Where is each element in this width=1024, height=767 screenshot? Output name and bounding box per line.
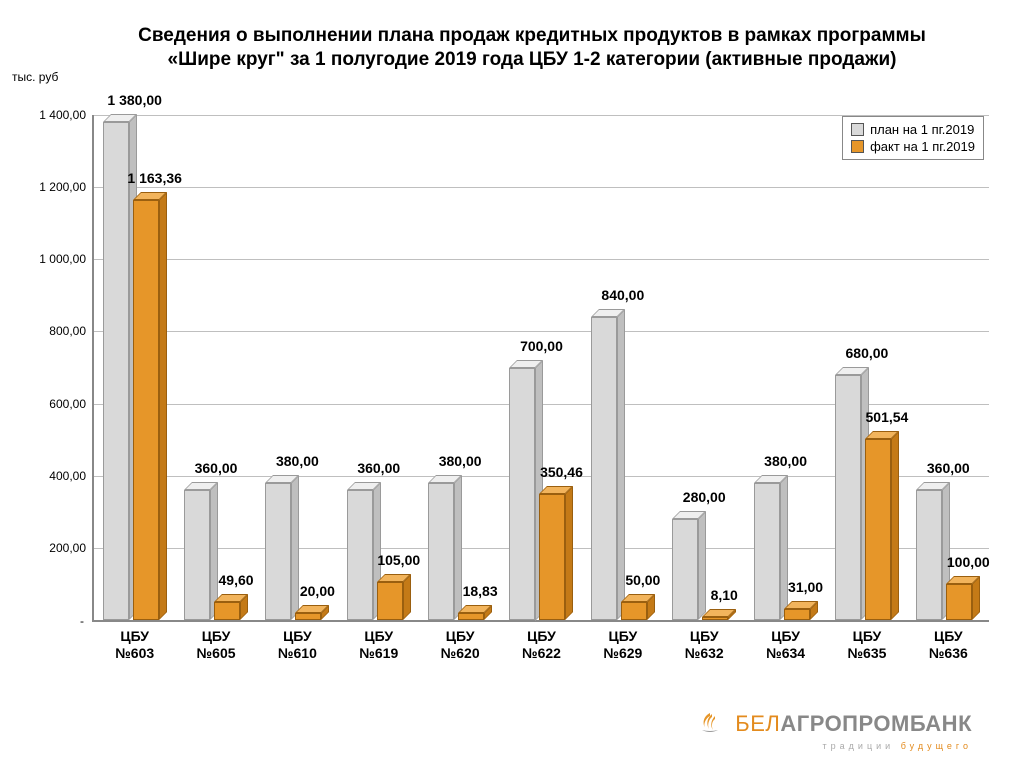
value-label-plan: 1 380,00 [97, 92, 173, 108]
bar-plan [754, 483, 780, 620]
value-label-fact: 350,46 [533, 464, 589, 480]
ytick-zero: - [80, 614, 94, 628]
bar-fact [214, 602, 240, 620]
bank-logo: БЕЛАГРОПРОМБАНК традиции будущего [697, 710, 972, 751]
logo-icon [697, 710, 723, 740]
value-label-plan: 360,00 [910, 460, 986, 476]
value-label-plan: 360,00 [341, 460, 417, 476]
x-tick-label: ЦБУ№610 [257, 620, 338, 662]
x-tick-label: ЦБУ№634 [745, 620, 826, 662]
x-tick-label: ЦБУ№629 [582, 620, 663, 662]
bar-plan [835, 375, 861, 620]
value-label-fact: 18,83 [452, 583, 508, 599]
ytick-label: 800,00 [49, 324, 94, 338]
bar-fact [621, 602, 647, 620]
legend-swatch-fact [851, 140, 864, 153]
ytick-label: 400,00 [49, 469, 94, 483]
value-label-fact: 50,00 [615, 572, 671, 588]
ytick-label: 600,00 [49, 397, 94, 411]
value-label-plan: 360,00 [178, 460, 254, 476]
legend-swatch-plan [851, 123, 864, 136]
value-label-plan: 680,00 [829, 345, 905, 361]
x-tick-label: ЦБУ№632 [664, 620, 745, 662]
x-tick-label: ЦБУ№636 [908, 620, 989, 662]
value-label-plan: 280,00 [666, 489, 742, 505]
x-tick-label: ЦБУ№605 [175, 620, 256, 662]
category-group: 360,0049,60ЦБУ№605 [175, 115, 256, 620]
bar-fact [458, 613, 484, 620]
logo-sub2: будущего [901, 741, 972, 751]
bar-fact [784, 609, 810, 620]
bar-plan [509, 368, 535, 621]
value-label-plan: 380,00 [422, 453, 498, 469]
value-label-fact: 501,54 [859, 409, 915, 425]
ytick-label: 200,00 [49, 541, 94, 555]
bar-plan [347, 490, 373, 620]
logo-pre: БЕЛ [735, 711, 780, 736]
logo-main: АГРОПРОМБАНК [780, 711, 972, 736]
bar-plan [916, 490, 942, 620]
bar-plan [184, 490, 210, 620]
value-label-fact: 105,00 [371, 552, 427, 568]
category-group: 380,0020,00ЦБУ№610 [257, 115, 338, 620]
logo-sub: традиции будущего [697, 742, 972, 751]
legend-label-plan: план на 1 пг.2019 [870, 122, 974, 137]
bar-fact [865, 439, 891, 620]
category-group: 360,00105,00ЦБУ№619 [338, 115, 419, 620]
value-label-plan: 380,00 [259, 453, 335, 469]
category-group: 280,008,10ЦБУ№632 [664, 115, 745, 620]
category-group: 360,00100,00ЦБУ№636 [908, 115, 989, 620]
category-group: 700,00350,46ЦБУ№622 [501, 115, 582, 620]
ytick-label: 1 200,00 [39, 180, 94, 194]
category-group: 380,0018,83ЦБУ№620 [419, 115, 500, 620]
value-label-fact: 8,10 [696, 587, 752, 603]
y-axis-label: тыс. руб [12, 70, 58, 84]
legend: план на 1 пг.2019 факт на 1 пг.2019 [842, 116, 984, 160]
value-label-fact: 1 163,36 [127, 170, 183, 186]
ytick-label: 1 000,00 [39, 252, 94, 266]
bar-plan [103, 122, 129, 620]
ytick-label: 1 400,00 [39, 108, 94, 122]
x-tick-label: ЦБУ№622 [501, 620, 582, 662]
bar-plan [672, 519, 698, 620]
x-tick-label: ЦБУ№635 [826, 620, 907, 662]
bar-fact [377, 582, 403, 620]
value-label-plan: 380,00 [748, 453, 824, 469]
bar-fact [946, 584, 972, 620]
bar-fact [133, 200, 159, 620]
plot-area: - 200,00400,00600,00800,001 000,001 200,… [92, 115, 989, 622]
value-label-plan: 840,00 [585, 287, 661, 303]
logo-sub1: традиции [823, 741, 895, 751]
bar-fact [295, 613, 321, 620]
legend-item-fact: факт на 1 пг.2019 [851, 138, 975, 155]
category-group: 840,0050,00ЦБУ№629 [582, 115, 663, 620]
value-label-fact: 20,00 [289, 583, 345, 599]
value-label-fact: 100,00 [940, 554, 996, 570]
legend-label-fact: факт на 1 пг.2019 [870, 139, 975, 154]
bar-fact [539, 494, 565, 620]
bar-plan [591, 317, 617, 620]
chart-title: Сведения о выполнении плана продаж креди… [120, 24, 944, 72]
legend-item-plan: план на 1 пг.2019 [851, 121, 975, 138]
x-tick-label: ЦБУ№603 [94, 620, 175, 662]
x-tick-label: ЦБУ№620 [419, 620, 500, 662]
bar-plan [265, 483, 291, 620]
value-label-fact: 31,00 [778, 579, 834, 595]
chart-container: Сведения о выполнении плана продаж креди… [0, 0, 1024, 767]
category-group: 380,0031,00ЦБУ№634 [745, 115, 826, 620]
logo-text: БЕЛАГРОПРОМБАНК [697, 710, 972, 740]
value-label-plan: 700,00 [503, 338, 579, 354]
value-label-fact: 49,60 [208, 572, 264, 588]
category-group: 680,00501,54ЦБУ№635 [826, 115, 907, 620]
bar-plan [428, 483, 454, 620]
category-group: 1 380,001 163,36ЦБУ№603 [94, 115, 175, 620]
x-tick-label: ЦБУ№619 [338, 620, 419, 662]
